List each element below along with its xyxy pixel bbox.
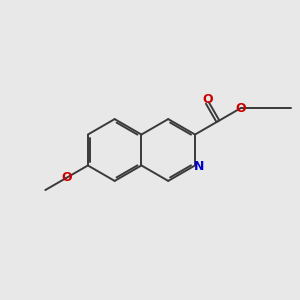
Text: O: O [236,101,246,115]
Text: N: N [194,160,204,172]
Text: O: O [61,172,71,184]
Text: O: O [202,93,213,106]
